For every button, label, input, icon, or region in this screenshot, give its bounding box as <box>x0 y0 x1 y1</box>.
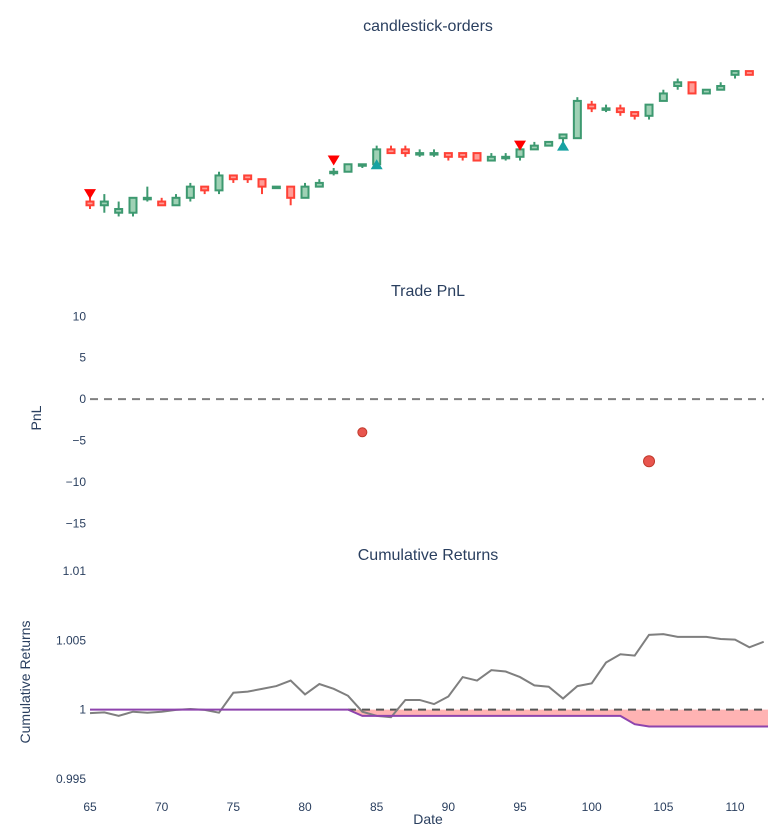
pnl-y-tick-label: 5 <box>79 351 86 365</box>
candle-body <box>630 111 640 117</box>
returns-y-tick-label: 0.995 <box>56 772 86 786</box>
candle-body <box>171 196 181 207</box>
candle-body <box>443 152 453 158</box>
x-tick-label: 65 <box>83 800 97 814</box>
x-tick-label: 75 <box>227 800 241 814</box>
candle-body <box>458 152 468 158</box>
x-tick-label: 110 <box>725 800 744 814</box>
x-tick-label: 90 <box>442 800 456 814</box>
candle-body <box>114 208 124 214</box>
candle-body <box>257 178 267 188</box>
buy-order-marker <box>370 159 383 170</box>
returns-title: Cumulative Returns <box>358 547 499 564</box>
x-tick-label: 70 <box>155 800 169 814</box>
pnl-y-tick-label: 10 <box>73 309 87 323</box>
candlestick-series <box>85 70 754 217</box>
candle-body <box>128 196 138 214</box>
candle-body <box>601 107 611 111</box>
x-tick-label: 85 <box>370 800 384 814</box>
candle-body <box>286 185 296 199</box>
drawdown-fill <box>90 709 768 727</box>
candle-body <box>615 107 625 114</box>
pnl-y-tick-label: 0 <box>79 392 86 406</box>
pnl-y-tick-label: −15 <box>66 516 87 530</box>
pnl-title: Trade PnL <box>391 283 465 300</box>
candle-body <box>228 174 238 181</box>
pnl-ylabel: PnL <box>28 405 44 430</box>
returns-y-tick-label: 1.01 <box>63 564 87 578</box>
pnl-y-ticks: 10 5 0 −5 −10 −15 <box>66 309 87 530</box>
returns-y-tick-label: 1.005 <box>56 633 86 647</box>
candle-body <box>357 163 367 167</box>
strategy-line <box>90 708 768 728</box>
candle-body <box>314 181 324 188</box>
candle-body <box>644 103 654 117</box>
candle-body <box>687 81 697 95</box>
pnl-y-tick-label: −5 <box>72 434 86 448</box>
benchmark-line <box>89 633 765 719</box>
candle-body <box>486 155 496 162</box>
candle-body <box>243 174 253 181</box>
pnl-y-tick-label: −10 <box>66 475 87 489</box>
candle-body <box>730 70 740 76</box>
candle-body <box>501 155 511 160</box>
order-markers <box>84 140 570 200</box>
candle-body <box>142 196 152 201</box>
candle-body <box>343 163 353 173</box>
x-tick-label: 80 <box>298 800 312 814</box>
sell-order-marker <box>514 140 527 151</box>
candle-body <box>386 148 396 155</box>
x-tick-label: 105 <box>653 800 673 814</box>
sell-order-marker <box>84 189 96 200</box>
candle-body <box>558 133 568 140</box>
candle-body <box>544 140 554 147</box>
drawdown-area <box>90 709 768 727</box>
pnl-points <box>357 427 656 468</box>
candle-body <box>587 103 597 110</box>
candle-body <box>85 200 95 207</box>
candle-body <box>673 81 683 88</box>
pnl-point <box>357 427 368 438</box>
x-tick-label: 100 <box>582 800 602 814</box>
x-axis-label: Date <box>413 811 443 827</box>
x-tick-label: 95 <box>513 800 527 814</box>
candle-body <box>429 152 439 156</box>
candle-body <box>415 152 425 156</box>
candle-body <box>200 185 210 192</box>
candlestick-title: candlestick-orders <box>363 18 493 35</box>
returns-y-ticks: 1.01 1.005 1 0.995 <box>56 564 86 786</box>
candle-body <box>701 88 711 95</box>
candle-body <box>472 152 482 162</box>
returns-series <box>89 633 768 728</box>
candle-body <box>329 170 339 175</box>
x-ticks: 65 70 75 80 85 90 95 100 105 110 <box>83 800 745 814</box>
candle-body <box>716 85 726 91</box>
pnl-point <box>643 455 656 468</box>
candle-body <box>529 144 539 151</box>
candle-body <box>157 200 167 207</box>
buy-order-marker <box>557 140 570 151</box>
candle-body <box>185 185 195 199</box>
candle-body <box>572 99 582 140</box>
candle-body <box>744 70 754 76</box>
candle-body <box>658 92 668 102</box>
candle-body <box>271 185 281 190</box>
candle-body <box>99 200 109 207</box>
returns-ylabel: Cumulative Returns <box>17 621 33 744</box>
sell-order-marker <box>327 155 340 166</box>
candle-body <box>400 148 410 155</box>
candle-body <box>300 185 310 199</box>
candle-body <box>214 174 224 192</box>
returns-y-tick-label: 1 <box>79 703 86 717</box>
